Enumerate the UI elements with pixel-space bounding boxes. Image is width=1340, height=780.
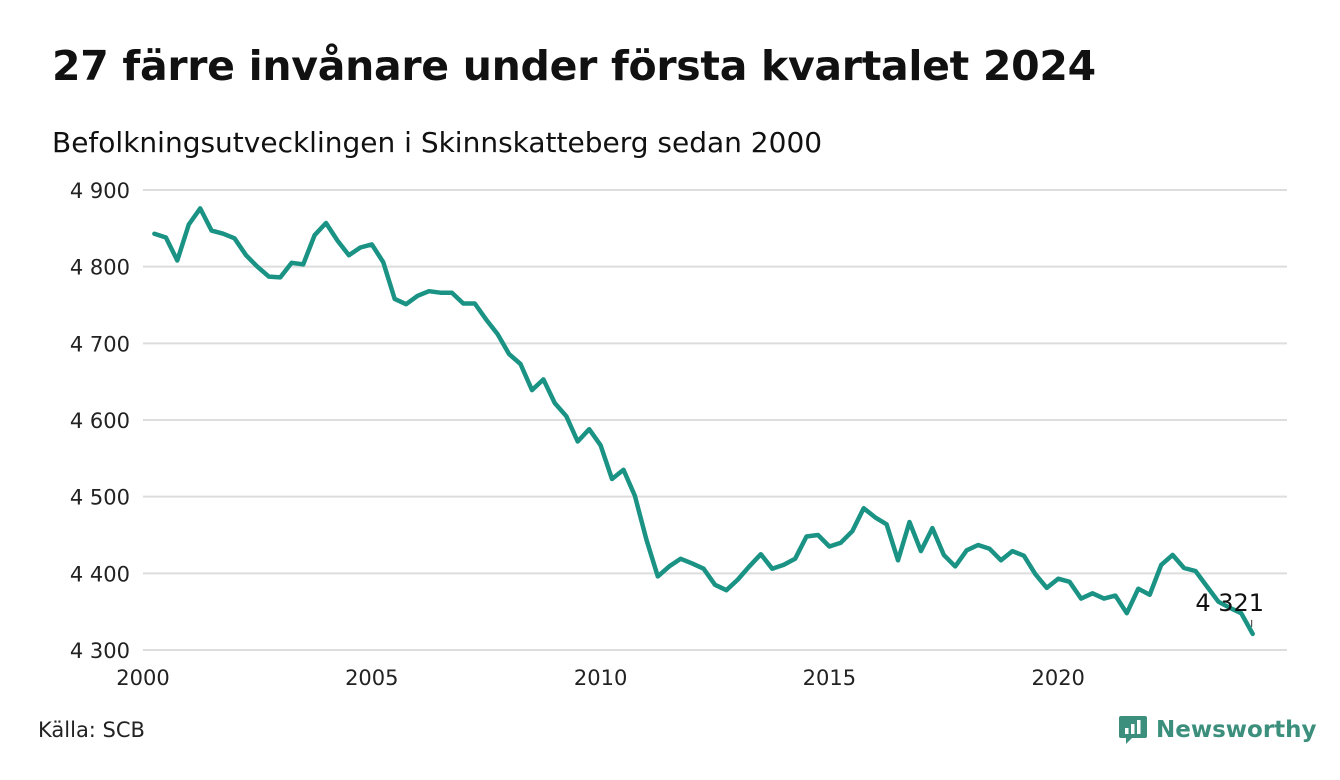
source-note: Källa: SCB bbox=[38, 718, 145, 742]
x-tick-label: 2020 bbox=[1031, 666, 1084, 690]
grid-lines bbox=[143, 189, 1287, 651]
brand-name: Newsworthy bbox=[1156, 717, 1317, 743]
y-tick-label: 4 400 bbox=[70, 562, 130, 586]
y-tick-label: 4 700 bbox=[70, 332, 130, 356]
x-tick-label: 2015 bbox=[803, 666, 856, 690]
brand-logo[interactable]: Newsworthy bbox=[1118, 714, 1317, 746]
x-tick-label: 2010 bbox=[574, 666, 627, 690]
annotations: 4 321 bbox=[1195, 589, 1264, 627]
x-tick-label: 2000 bbox=[116, 666, 169, 690]
y-tick-label: 4 600 bbox=[70, 409, 130, 433]
newsworthy-logo-icon bbox=[1119, 716, 1147, 744]
x-axis-ticks: 2000 2005 2010 2015 2020 bbox=[116, 666, 1085, 690]
chart-title: 27 färre invånare under första kvartalet… bbox=[52, 42, 1096, 90]
y-axis-ticks: 4 300 4 400 4 500 4 600 4 700 4 800 4 900 bbox=[70, 179, 130, 663]
series-line bbox=[152, 206, 1255, 637]
y-tick-label: 4 900 bbox=[70, 179, 130, 203]
chart-subtitle: Befolkningsutvecklingen i Skinnskatteber… bbox=[52, 126, 823, 159]
y-tick-label: 4 500 bbox=[70, 486, 130, 510]
x-tick-label: 2005 bbox=[345, 666, 398, 690]
y-tick-label: 4 800 bbox=[70, 256, 130, 280]
y-tick-label: 4 300 bbox=[70, 639, 130, 663]
end-value-label: 4 321 bbox=[1195, 589, 1264, 617]
series-group bbox=[152, 206, 1255, 637]
